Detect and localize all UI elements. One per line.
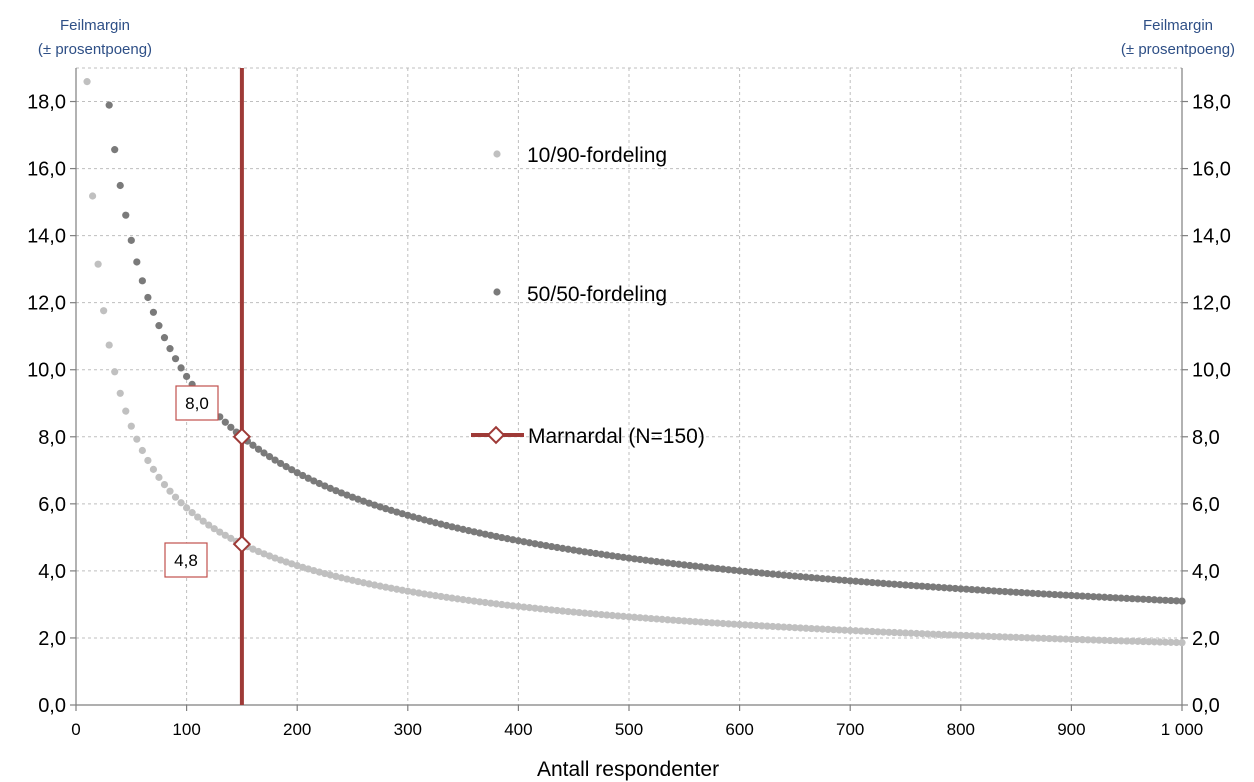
- legend-item-marnardal: Marnardal (N=150): [471, 425, 705, 448]
- left-y-tick-label-0: 0,0: [38, 695, 66, 717]
- x-tick-label-7: 700: [836, 720, 864, 739]
- callout-label-8-0: 8,0: [185, 394, 209, 413]
- callout-4-8: 4,8: [165, 543, 207, 577]
- left-axis-title-line-1: Feilmargin: [60, 17, 130, 34]
- left-y-tick-label-4: 8,0: [38, 427, 66, 449]
- series-1-point: [139, 277, 146, 284]
- series-1-point: [166, 345, 173, 352]
- series-1-point: [106, 102, 113, 109]
- x-tick-label-4: 400: [504, 720, 532, 739]
- legend-label-50-50: 50/50-fordeling: [527, 283, 667, 306]
- x-tick-label-2: 200: [283, 720, 311, 739]
- series-0-point: [177, 499, 184, 506]
- right-axis-title-line-2: (± prosentpoeng): [1121, 41, 1235, 58]
- left-y-tick-label-3: 6,0: [38, 494, 66, 516]
- series-0-point: [111, 368, 118, 375]
- series-0-point: [100, 307, 107, 314]
- left-y-tick-label-7: 14,0: [27, 226, 66, 248]
- left-y-tick-label-1: 2,0: [38, 628, 66, 650]
- x-tick-label-1: 100: [172, 720, 200, 739]
- reference-line-group: [234, 68, 250, 705]
- left-y-tick-label-8: 16,0: [27, 159, 66, 181]
- series-0-point: [95, 261, 102, 268]
- series-1-point: [227, 424, 234, 431]
- right-y-tick-label-4: 8,0: [1192, 427, 1220, 449]
- series-1-point: [177, 364, 184, 371]
- series-1-point: [117, 182, 124, 189]
- right-y-tick-label-2: 4,0: [1192, 561, 1220, 583]
- series-0-point: [128, 423, 135, 430]
- x-axis-title: Antall respondenter: [537, 758, 719, 781]
- series-1-point: [1178, 598, 1185, 605]
- series-0-point: [150, 466, 157, 473]
- x-tick-label-0: 0: [71, 720, 80, 739]
- series-0-point: [106, 341, 113, 348]
- series-1-point: [222, 419, 229, 426]
- x-tick-label-9: 900: [1057, 720, 1085, 739]
- series-1-point: [133, 258, 140, 265]
- legend-marker-10-90: [493, 150, 500, 157]
- right-y-tick-label-6: 12,0: [1192, 293, 1231, 315]
- series-1-point: [128, 237, 135, 244]
- series-0-point: [83, 78, 90, 85]
- series-0-point: [155, 474, 162, 481]
- series-1-point: [150, 309, 157, 316]
- series-0-point: [172, 494, 179, 501]
- right-y-tick-label-8: 16,0: [1192, 159, 1231, 181]
- legend-label-marnardal: Marnardal (N=150): [528, 425, 705, 448]
- right-y-tick-label-5: 10,0: [1192, 360, 1231, 382]
- right-axis-title-line-1: Feilmargin: [1143, 17, 1213, 34]
- right-y-tick-label-0: 0,0: [1192, 695, 1220, 717]
- x-tick-label-5: 500: [615, 720, 643, 739]
- right-y-tick-label-1: 2,0: [1192, 628, 1220, 650]
- left-axis-title: Feilmargin (± prosentpoeng): [38, 17, 152, 58]
- legend: 10/90-fordeling 50/50-fordeling Marnarda…: [471, 144, 705, 448]
- series-0-point: [133, 436, 140, 443]
- legend-marker-50-50: [493, 288, 500, 295]
- right-y-tick-label-3: 6,0: [1192, 494, 1220, 516]
- series-1-point: [161, 334, 168, 341]
- series-0-point: [1178, 639, 1185, 646]
- legend-label-10-90: 10/90-fordeling: [527, 144, 667, 167]
- left-y-tick-label-2: 4,0: [38, 561, 66, 583]
- left-axis-title-line-2: (± prosentpoeng): [38, 41, 152, 58]
- right-y-tick-label-9: 18,0: [1192, 92, 1231, 114]
- callout-8-0: 8,0: [176, 386, 218, 420]
- x-tick-label-6: 600: [725, 720, 753, 739]
- legend-diamond-marnardal: [488, 427, 504, 443]
- series-0-point: [139, 447, 146, 454]
- series-0-point: [89, 192, 96, 199]
- x-tick-label-10: 1 000: [1161, 720, 1204, 739]
- series-0-point: [183, 504, 190, 511]
- legend-item-50-50: 50/50-fordeling: [493, 283, 667, 306]
- series-1-point: [155, 322, 162, 329]
- series-0-point: [166, 488, 173, 495]
- legend-item-10-90: 10/90-fordeling: [493, 144, 667, 167]
- right-axis-title: Feilmargin (± prosentpoeng): [1121, 17, 1235, 58]
- x-tick-label-3: 300: [394, 720, 422, 739]
- callout-label-4-8: 4,8: [174, 551, 198, 570]
- series-0-point: [161, 481, 168, 488]
- left-y-tick-label-9: 18,0: [27, 92, 66, 114]
- series-1-point: [144, 294, 151, 301]
- series-0-point: [122, 408, 129, 415]
- left-y-tick-label-6: 12,0: [27, 293, 66, 315]
- series-50/50-fordeling: [106, 102, 1186, 605]
- left-y-tick-label-5: 10,0: [27, 360, 66, 382]
- series-1-point: [111, 146, 118, 153]
- series-1-point: [183, 373, 190, 380]
- series-0-point: [144, 457, 151, 464]
- series-1-point: [172, 355, 179, 362]
- series-0-point: [117, 390, 124, 397]
- x-tick-label-8: 800: [947, 720, 975, 739]
- right-y-tick-label-7: 14,0: [1192, 226, 1231, 248]
- series-1-point: [122, 212, 129, 219]
